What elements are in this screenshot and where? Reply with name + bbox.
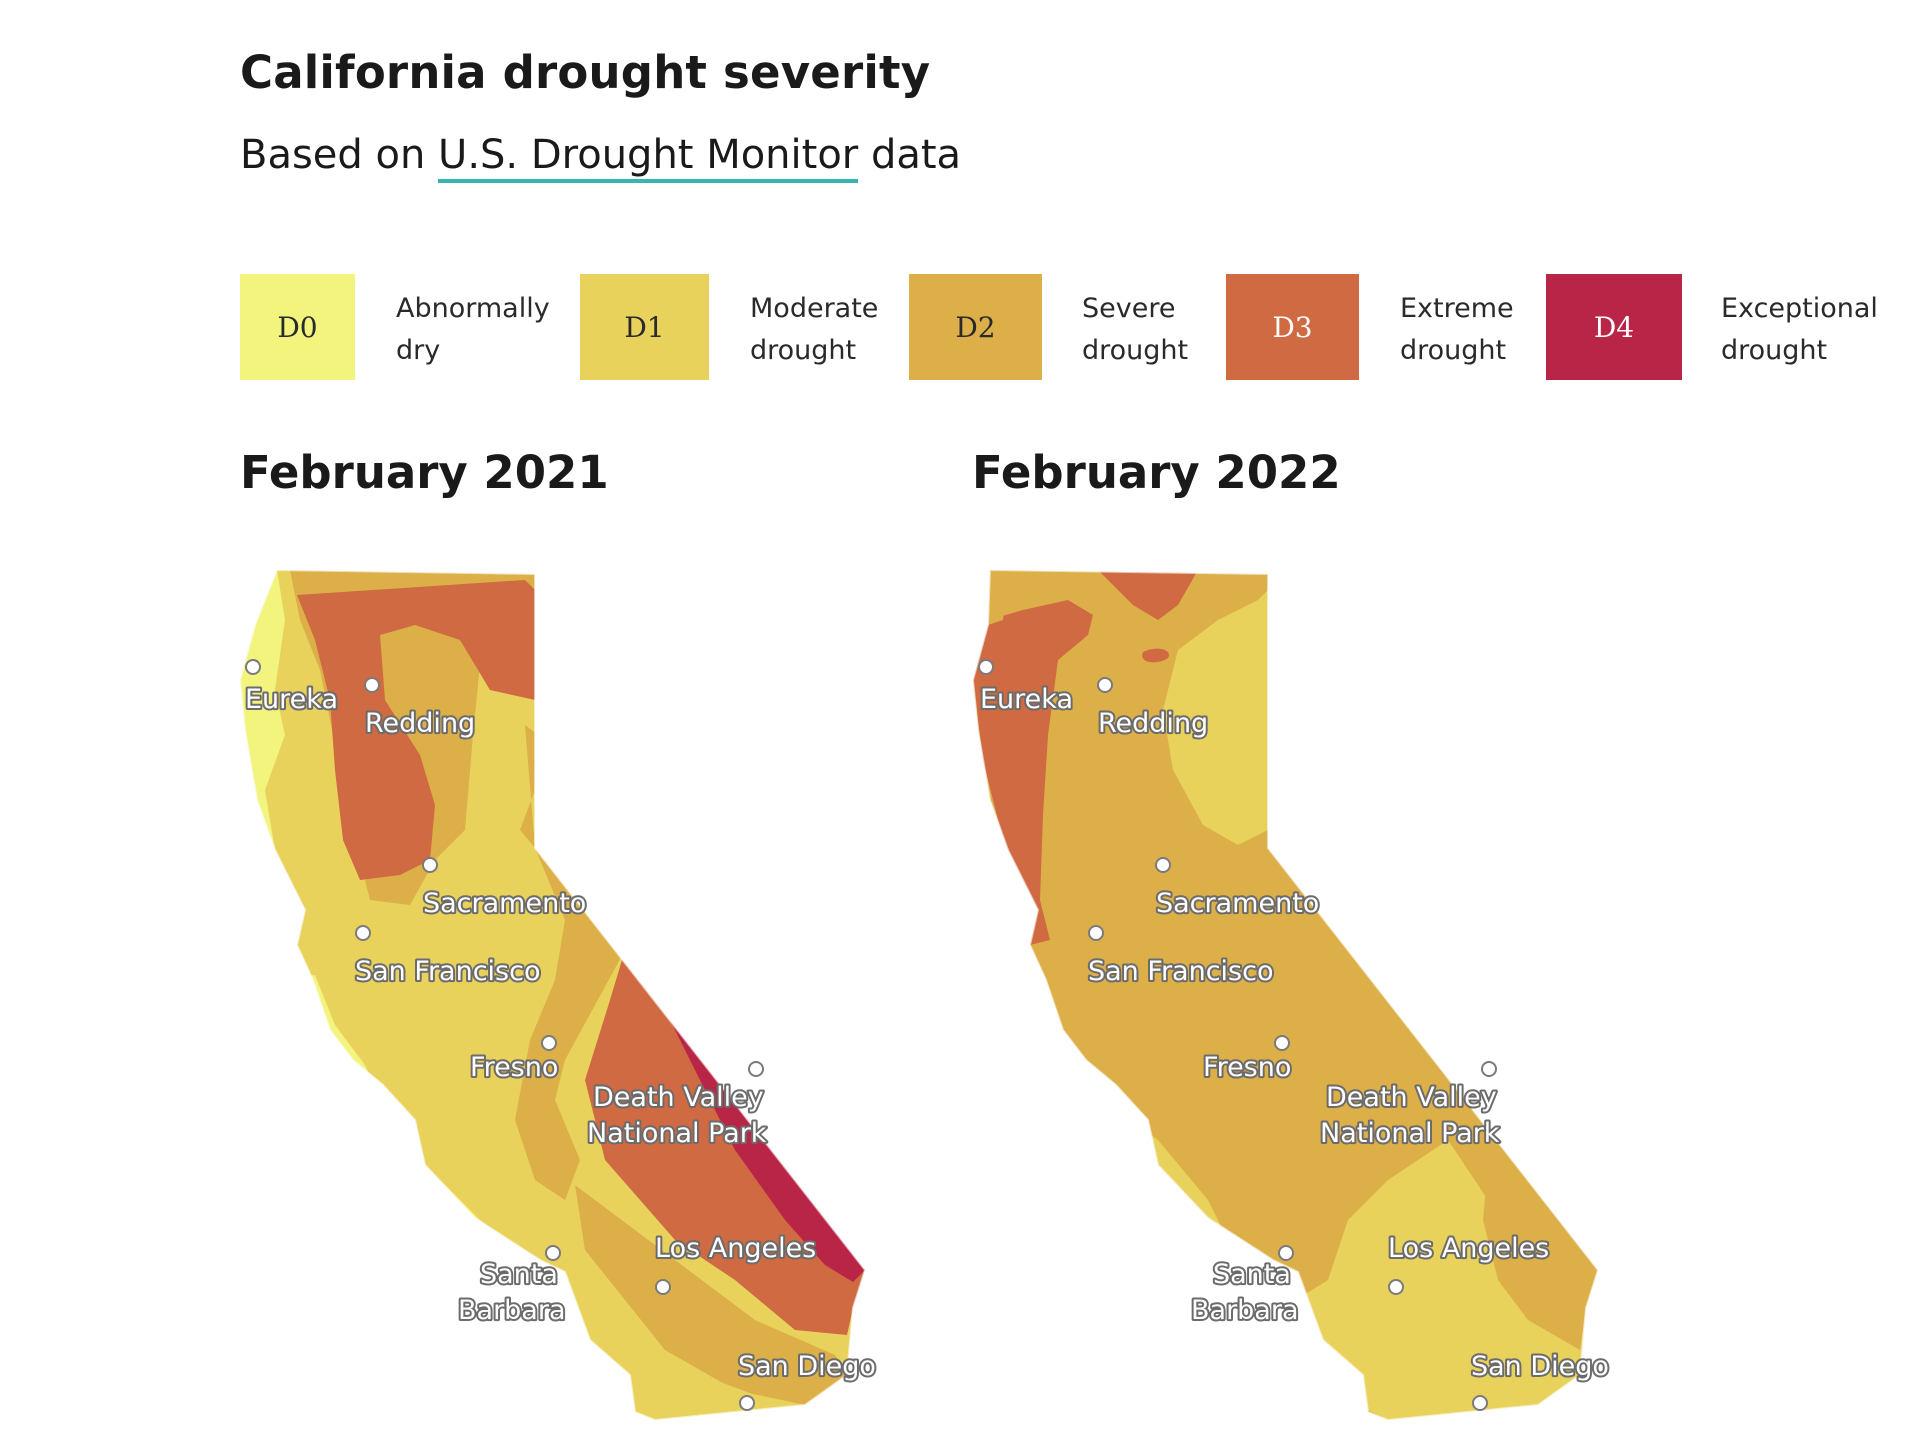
d3-north [297, 580, 535, 880]
city-label-death-valley-2: National Park [1320, 1118, 1500, 1149]
city-dot-death-valley [1481, 1061, 1497, 1077]
city-dot-fresno [1274, 1035, 1290, 1051]
legend-label-d4: Exceptional drought [1721, 293, 1878, 366]
city-label-sacramento: Sacramento [1156, 888, 1319, 919]
city-dot-redding [1097, 677, 1113, 693]
city-label-san-diego: San Diego [738, 1351, 876, 1382]
city-label-death-valley-2: National Park [587, 1118, 767, 1149]
city-label-san-diego: San Diego [1471, 1351, 1609, 1382]
city-dot-santa-barbara [545, 1245, 561, 1261]
d3-east [585, 950, 865, 1335]
city-dot-sacramento [422, 857, 438, 873]
map-title-2022: February 2022 [972, 446, 1341, 499]
legend-label-d1: Moderate drought [750, 293, 879, 366]
d3-west [973, 600, 1093, 945]
legend-swatch-d0: D0 [240, 274, 355, 380]
california-shape-2021 [240, 570, 865, 1420]
legend-label-d3: Extreme drought [1400, 293, 1514, 366]
city-dot-san-diego [739, 1395, 755, 1411]
legend-swatch-d1: D1 [580, 274, 709, 380]
city-dot-los-angeles [1388, 1279, 1404, 1295]
city-label-los-angeles: Los Angeles [655, 1233, 816, 1264]
california-shape-2022 [973, 570, 1598, 1420]
d2-southeast [1483, 1165, 1598, 1350]
city-dot-san-diego [1472, 1395, 1488, 1411]
city-label-fresno: Fresno [470, 1052, 558, 1083]
city-label-death-valley-1: Death Valley [1326, 1082, 1497, 1113]
city-markers-2022: Eureka Redding Sacramento San Francisco … [978, 659, 1611, 1411]
d2-south [575, 1185, 847, 1405]
city-dot-los-angeles [655, 1279, 671, 1295]
subtitle-prefix: Based on [240, 132, 439, 178]
city-markers-2021: Eureka Redding Sacramento San Francisco … [243, 659, 878, 1411]
california-outline-2021 [238, 568, 867, 1422]
legend-label-d2: Severe drought [1082, 293, 1189, 366]
d3-north-tip [1098, 570, 1198, 620]
city-label-los-angeles: Los Angeles [1388, 1233, 1549, 1264]
page-title: California drought severity [240, 46, 931, 99]
city-label-eureka: Eureka [980, 684, 1073, 715]
city-label-santa-barbara-1: Santa [480, 1259, 558, 1290]
map-title-2021: February 2021 [240, 446, 609, 499]
map-2022: Eureka Redding Sacramento San Francisco … [971, 568, 1611, 1422]
legend: D0 Abnormally dry D1 Moderate drought D2 S… [0, 274, 1920, 384]
page-subtitle: Based on U.S. Drought Monitor data [240, 132, 962, 183]
city-dot-sacramento [1155, 857, 1171, 873]
legend-swatch-d2: D2 [909, 274, 1042, 380]
drought-monitor-link[interactable]: U.S. Drought Monitor [438, 132, 859, 183]
city-dot-eureka [978, 659, 994, 675]
legend-swatch-d3: D3 [1226, 274, 1359, 380]
city-dot-san-francisco [355, 925, 371, 941]
d1-northeast [1163, 590, 1268, 845]
city-label-san-francisco: San Francisco [355, 956, 540, 987]
subtitle-suffix: data [858, 132, 962, 178]
d2-coast-tip [988, 570, 1008, 625]
city-label-eureka: Eureka [245, 684, 338, 715]
city-label-redding: Redding [1098, 708, 1208, 739]
legend-swatch-d4: D4 [1546, 274, 1682, 380]
city-label-san-francisco: San Francisco [1088, 956, 1273, 987]
city-label-santa-barbara-1: Santa [1213, 1259, 1291, 1290]
city-label-santa-barbara-2: Barbara [1191, 1295, 1299, 1326]
city-label-redding: Redding [365, 708, 475, 739]
california-outline-2022 [971, 568, 1600, 1422]
city-dot-fresno [541, 1035, 557, 1051]
city-label-santa-barbara-2: Barbara [458, 1295, 566, 1326]
city-label-fresno: Fresno [1203, 1052, 1291, 1083]
d2-sierra [515, 848, 625, 1200]
city-dot-redding [364, 677, 380, 693]
map-2021: Eureka Redding Sacramento San Francisco … [238, 568, 878, 1422]
city-label-death-valley-1: Death Valley [593, 1082, 764, 1113]
city-dot-eureka [245, 659, 261, 675]
d3-north-spot [1142, 648, 1169, 663]
city-dot-death-valley [748, 1061, 764, 1077]
legend-label-d0: Abnormally dry [396, 293, 550, 366]
city-dot-san-francisco [1088, 925, 1104, 941]
city-label-sacramento: Sacramento [423, 888, 586, 919]
city-dot-santa-barbara [1278, 1245, 1294, 1261]
